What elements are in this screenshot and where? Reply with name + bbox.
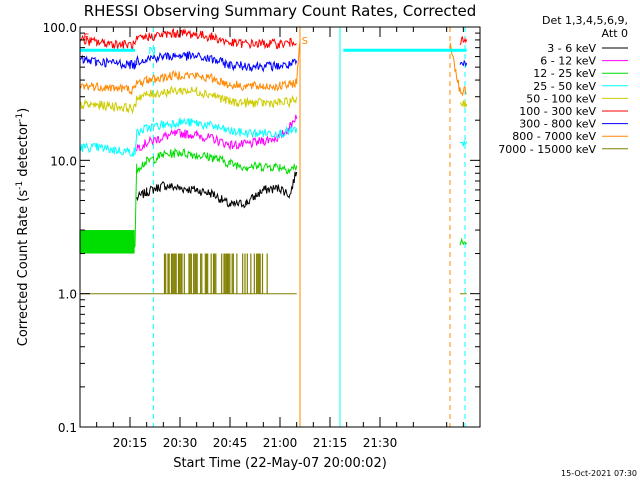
legend-header-detectors: Det 1,3,4,5,6,9, — [542, 14, 628, 27]
x-tick-label: 20:45 — [213, 436, 248, 450]
y-axis: 100.0 10.0 1.0 0.1 — [43, 21, 480, 435]
series-line — [79, 40, 467, 97]
legend-label: 3 - 6 keV — [547, 42, 596, 55]
series-line — [79, 50, 468, 73]
series-line — [79, 147, 468, 253]
legend-label: 6 - 12 keV — [540, 55, 596, 68]
series-line — [79, 117, 468, 157]
chart-annotation: F — [83, 32, 89, 43]
legend-label: 7000 - 15000 keV — [498, 143, 596, 156]
x-tick-label: 21:00 — [263, 436, 298, 450]
chart-title: RHESSI Observing Summary Count Rates, Co… — [84, 2, 477, 20]
series-line — [136, 114, 298, 152]
series-line — [79, 85, 468, 115]
x-tick-label: 21:30 — [363, 436, 398, 450]
y-tick-label: 1.0 — [58, 288, 77, 302]
x-axis-label: Start Time (22-May-07 20:00:02) — [173, 456, 387, 471]
y-axis-label: Corrected Count Rate (s-1 detector-1) — [15, 108, 31, 346]
y-tick-label: 0.1 — [58, 421, 77, 435]
legend-label: 100 - 300 keV — [519, 105, 596, 118]
chart-annotation: N — [148, 46, 155, 57]
y-tick-label: 100.0 — [43, 21, 77, 35]
legend-header-attenuator: Att 0 — [602, 27, 628, 40]
footer-timestamp: 15-Oct-2021 07:30 — [561, 469, 637, 478]
legend-label: 25 - 50 keV — [533, 80, 596, 93]
plot-area: N S F — [79, 27, 468, 427]
legend-label: 800 - 7000 keV — [512, 130, 596, 143]
series-line — [136, 171, 298, 209]
x-axis: 20:15 20:30 20:45 21:00 21:15 21:30 — [96, 27, 464, 450]
series-line — [79, 27, 468, 52]
x-tick-label: 20:15 — [113, 436, 148, 450]
x-tick-label: 20:30 — [163, 436, 198, 450]
y-tick-label: 10.0 — [50, 154, 77, 168]
x-tick-label: 21:15 — [313, 436, 348, 450]
legend-label: 300 - 800 keV — [519, 118, 596, 131]
legend-label: 12 - 25 keV — [533, 67, 596, 80]
legend-label: 50 - 100 keV — [526, 92, 596, 105]
chart-annotation: S — [302, 36, 308, 47]
